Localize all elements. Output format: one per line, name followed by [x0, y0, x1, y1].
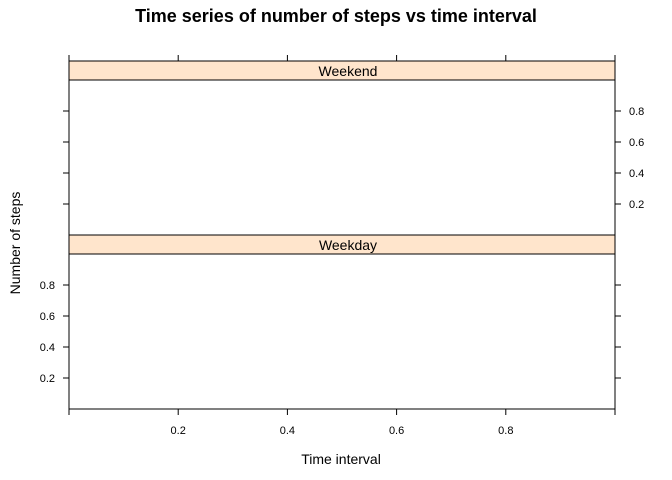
y-tick-label-weekend: 0.6 — [629, 137, 644, 149]
panel-frame-weekday — [68, 253, 616, 410]
y-tick-label-weekday: 0.4 — [40, 342, 55, 354]
y-axis-label: Number of steps — [7, 192, 23, 295]
strip-label-weekend: Weekend — [319, 63, 378, 79]
x-axis-label: Time interval — [301, 451, 381, 467]
y-tick-label-weekend: 0.2 — [629, 199, 644, 211]
x-tick-label: 0.6 — [389, 425, 404, 437]
plot-area: Weekend 0.2 0.4 0.6 0.8 Weekday 0.2 0.4 0.6 0.8 0.… — [40, 55, 644, 437]
y-tick-label-weekday: 0.2 — [40, 373, 55, 385]
x-tick-label: 0.8 — [498, 425, 513, 437]
y-tick-label-weekday: 0.6 — [40, 311, 55, 323]
strip-label-weekday: Weekday — [319, 237, 377, 253]
x-tick-label: 0.4 — [280, 425, 295, 437]
x-tick-label: 0.2 — [171, 425, 186, 437]
y-tick-label-weekend: 0.4 — [629, 168, 644, 180]
panel-frame-weekend — [68, 79, 616, 236]
y-tick-label-weekday: 0.8 — [40, 280, 55, 292]
chart-title: Time series of number of steps vs time i… — [135, 6, 537, 26]
y-tick-label-weekend: 0.8 — [629, 106, 644, 118]
